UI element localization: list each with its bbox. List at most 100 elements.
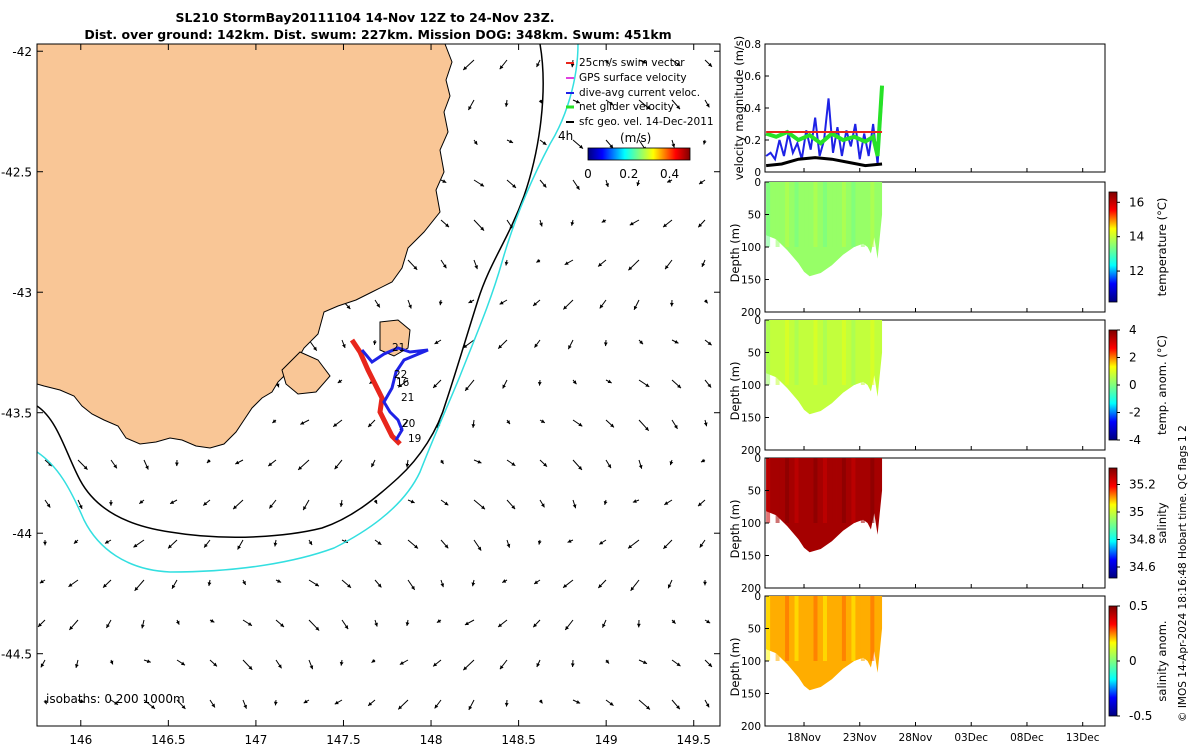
current-arrow — [242, 579, 247, 586]
current-arrow — [39, 579, 46, 584]
lon-tick-label: 146.5 — [151, 733, 185, 747]
current-arrow — [534, 339, 541, 348]
current-arrow — [702, 139, 707, 145]
section-streak — [832, 182, 837, 247]
time-tick-label: 03Dec — [954, 732, 988, 744]
current-arrow — [75, 659, 79, 669]
isobath-1000 — [37, 44, 579, 573]
current-arrow — [504, 259, 509, 266]
isobath-200 — [37, 44, 544, 538]
current-arrow — [671, 419, 678, 430]
section-streak — [775, 320, 780, 385]
current-arrow — [572, 699, 581, 704]
current-arrow — [605, 139, 614, 149]
time-tick-label: 13Dec — [1066, 732, 1100, 744]
current-arrow — [629, 219, 640, 226]
velocity-line — [765, 156, 883, 168]
current-arrow — [297, 459, 310, 471]
current-arrow — [605, 419, 615, 428]
map-frame — [36, 43, 721, 727]
section-streak — [775, 182, 780, 247]
colorbar-label: temperature (°C) — [1155, 198, 1169, 297]
current-arrow — [434, 699, 442, 709]
section-temp-anom: 0 50 100 150 200 Depth (m) -4 -2 0 2 4 temp. anom. … — [728, 315, 1169, 457]
current-arrow — [605, 179, 609, 188]
current-arrow — [202, 499, 211, 506]
current-arrow — [434, 339, 442, 345]
current-arrow — [504, 99, 509, 107]
section-streak — [813, 182, 818, 247]
current-arrow — [140, 619, 145, 629]
current-arrow — [341, 579, 352, 589]
current-arrow — [539, 459, 548, 468]
current-arrow — [538, 699, 543, 704]
lat-tick-label: -43.5 — [1, 407, 32, 421]
current-arrow — [597, 259, 607, 267]
current-arrow — [636, 179, 641, 187]
current-arrow — [539, 419, 546, 424]
map-colorbar-tick-label: 0.4 — [660, 167, 679, 181]
current-arrow — [506, 499, 516, 510]
map-panel: 21 22 16 21 20 19 146 146.5 147 147.5 148 148… — [1, 43, 721, 747]
current-arrow — [572, 139, 584, 149]
legend-gps: GPS surface velocity — [579, 72, 687, 84]
depth-ylabel: Depth (m) — [728, 500, 742, 559]
current-arrow — [372, 339, 377, 345]
current-arrow — [506, 459, 516, 467]
current-arrow — [339, 499, 344, 508]
current-arrow — [104, 539, 112, 544]
current-arrow — [539, 499, 545, 508]
current-arrow — [341, 339, 346, 349]
time-tick-label: 08Dec — [1010, 732, 1044, 744]
depth-tick-label: 50 — [748, 210, 761, 222]
depth-tick-label: 100 — [741, 518, 761, 530]
track-label-5: 20 — [402, 418, 415, 430]
colorbar-tick-label: 35.2 — [1129, 478, 1156, 492]
current-arrow — [464, 379, 475, 392]
current-arrow — [468, 699, 475, 711]
current-arrow — [43, 539, 47, 546]
current-arrow — [664, 499, 673, 506]
current-arrow — [73, 539, 79, 545]
depth-tick-label: 50 — [748, 348, 761, 360]
map-legend: 25cm/s swim vector GPS surface velocity … — [558, 57, 714, 181]
current-arrow — [701, 259, 706, 268]
current-arrow — [206, 459, 211, 464]
current-arrow — [704, 699, 710, 708]
lat-tick-label: -44.5 — [1, 648, 32, 662]
section-streak — [870, 596, 875, 661]
current-arrow — [110, 699, 119, 706]
depth-tick-label: 50 — [748, 486, 761, 498]
current-arrow — [536, 659, 541, 668]
current-arrow — [704, 99, 710, 108]
current-arrow — [703, 579, 707, 586]
section-streak — [785, 320, 790, 385]
section-streak — [860, 458, 865, 523]
current-arrow — [308, 619, 320, 631]
current-arrow — [570, 659, 575, 668]
current-arrow — [666, 179, 673, 183]
current-arrow — [638, 699, 651, 710]
colorbar-title: (m/s) — [620, 131, 651, 145]
current-arrow — [471, 579, 476, 587]
current-arrow — [242, 619, 253, 627]
current-arrow — [630, 579, 640, 592]
current-arrow — [499, 59, 508, 70]
current-arrow — [242, 699, 247, 709]
current-arrow — [539, 139, 547, 146]
track-label-3: 16 — [396, 377, 410, 389]
current-arrow — [209, 699, 216, 708]
current-arrow — [143, 699, 156, 710]
lon-tick-label: 146 — [69, 733, 92, 747]
colorbar-tick-label: 34.8 — [1129, 533, 1156, 547]
current-arrow — [407, 299, 412, 309]
section-streak — [860, 596, 865, 661]
section-streak — [785, 458, 790, 523]
depth-ylabel: Depth (m) — [728, 362, 742, 421]
section-streak — [832, 596, 837, 661]
current-arrow — [572, 499, 577, 509]
current-arrow — [68, 579, 79, 588]
current-arrow — [536, 258, 541, 263]
section-streak — [804, 182, 809, 247]
